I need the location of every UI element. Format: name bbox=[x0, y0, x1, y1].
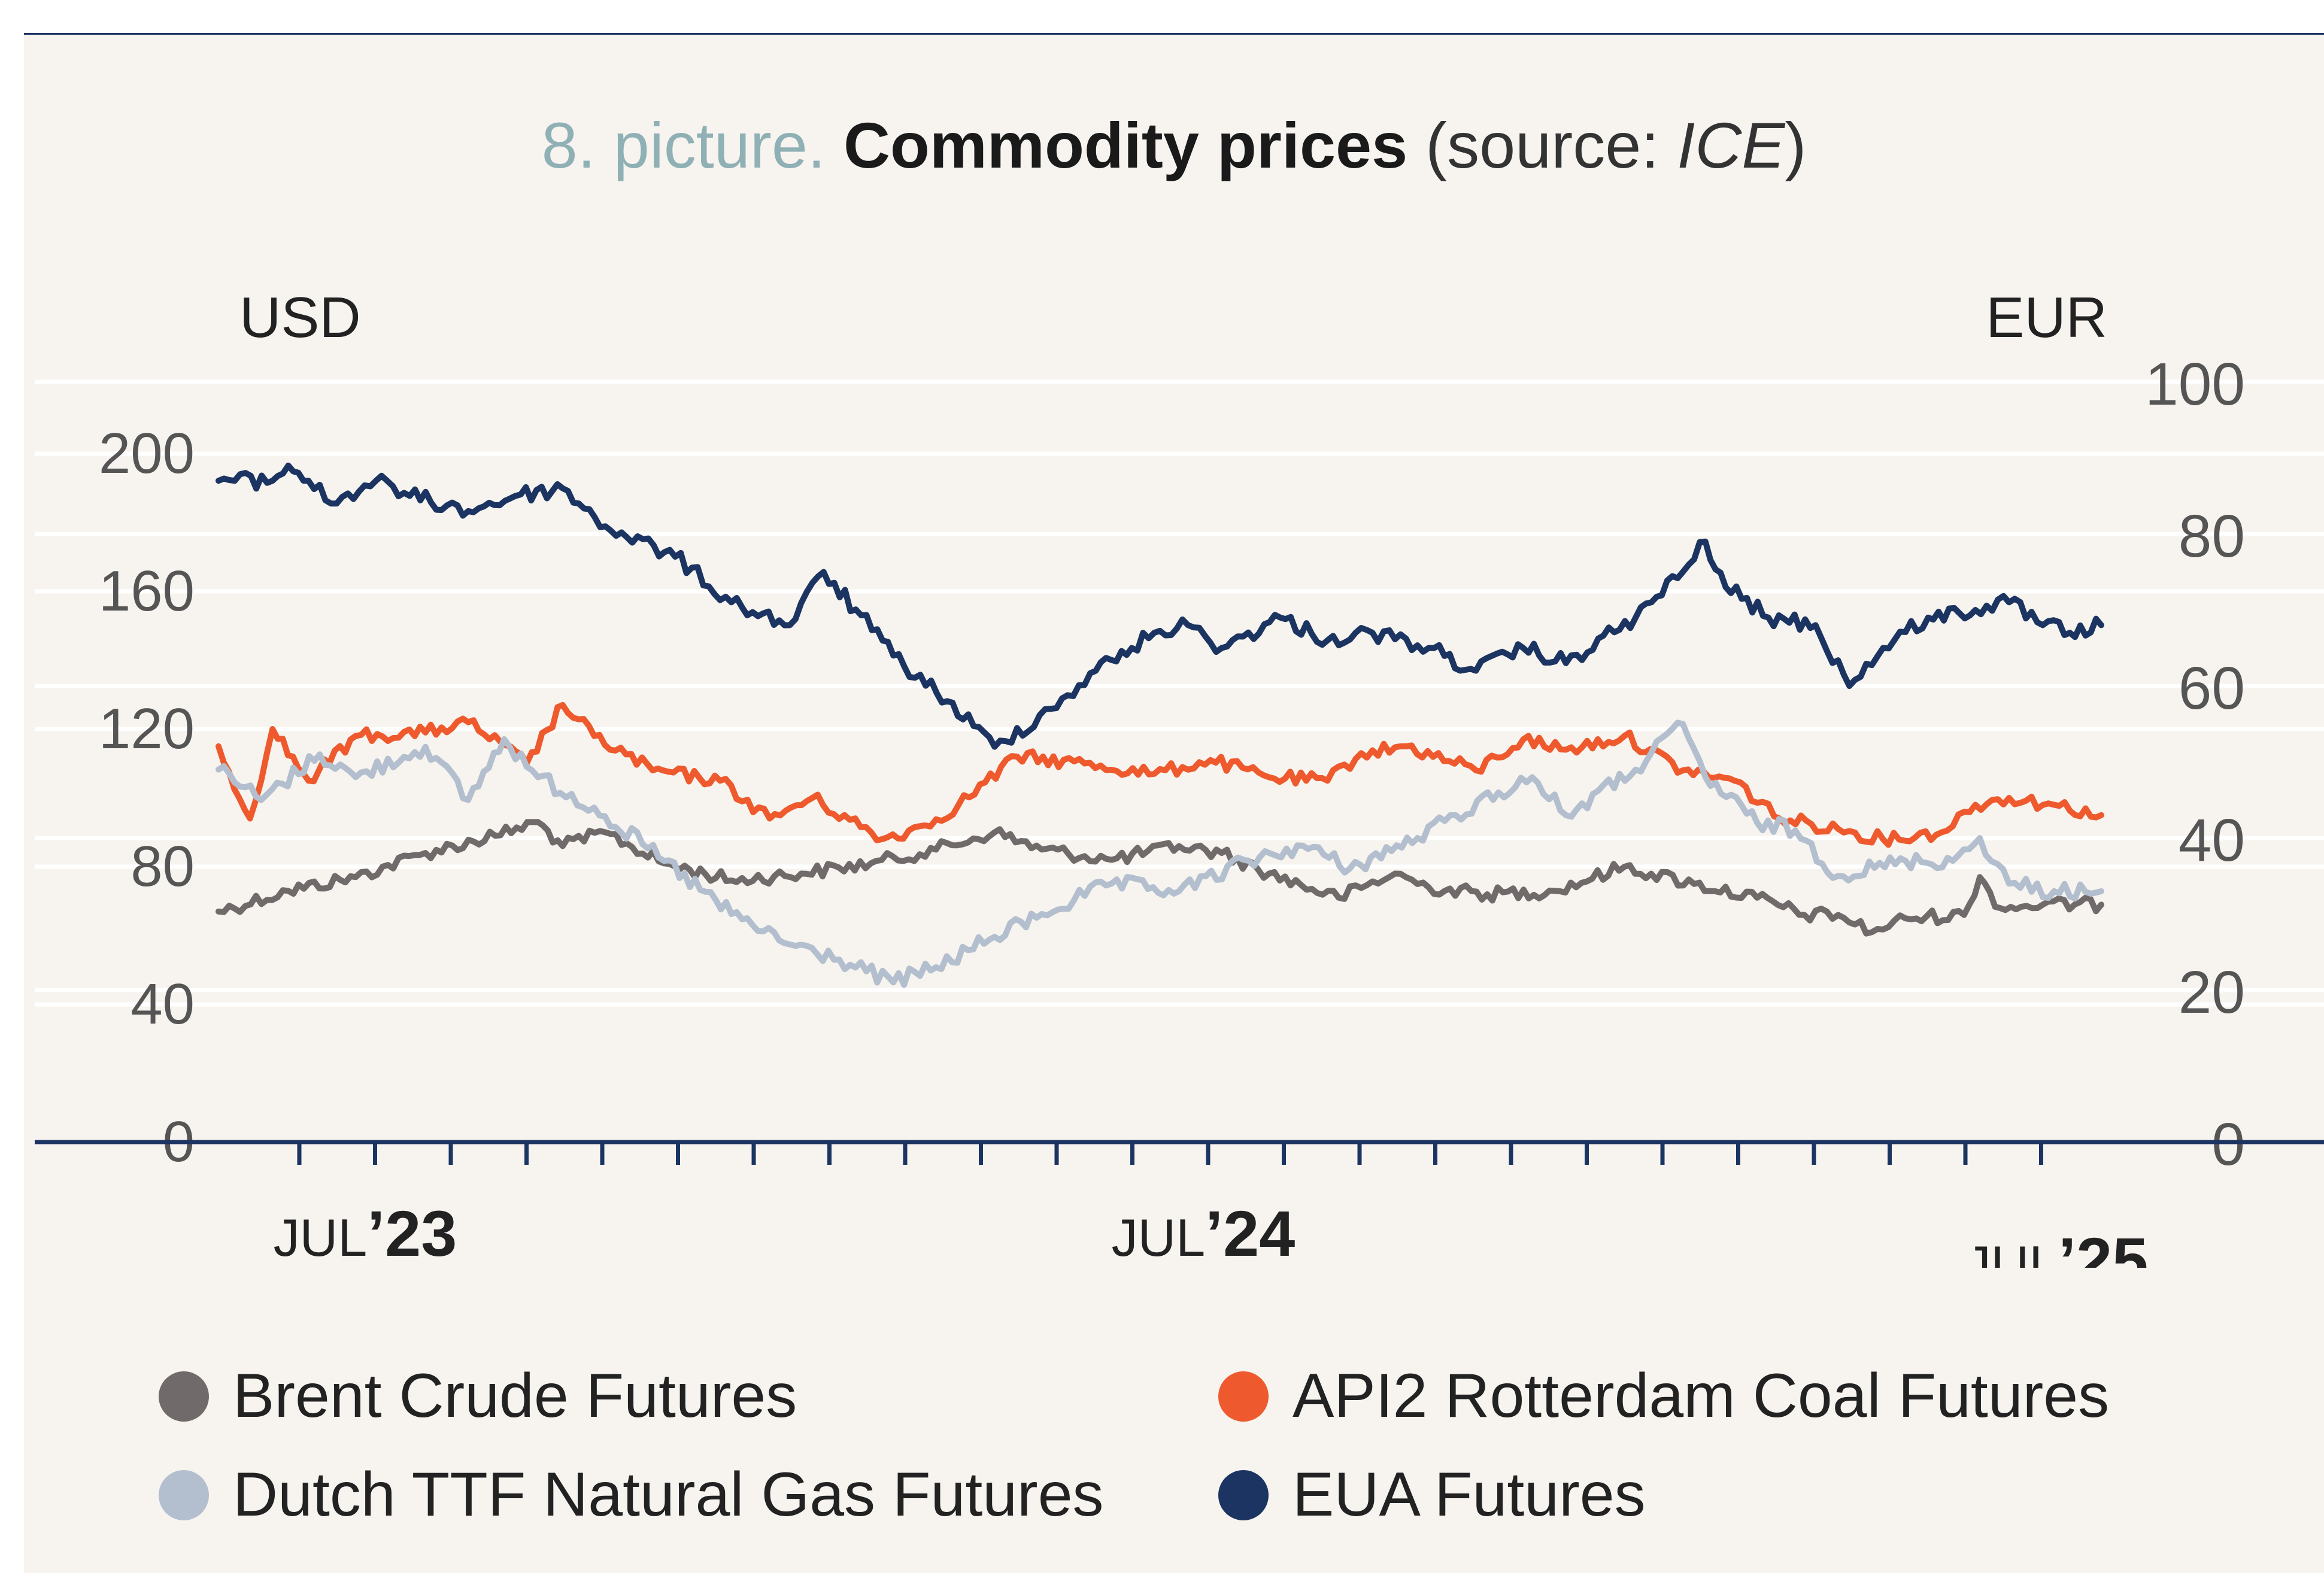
legend-label-brent: Brent Crude Futures bbox=[233, 1361, 797, 1431]
figure-title: Commodity prices bbox=[843, 109, 1408, 181]
series-line-eua-futures bbox=[216, 462, 2104, 750]
legend-swatch-coal bbox=[1218, 1371, 1269, 1422]
left-axis-tick-label: 160 bbox=[99, 559, 195, 623]
left-axis-tick-label: 80 bbox=[131, 834, 195, 898]
legend-item-ttf: Dutch TTF Natural Gas Futures bbox=[159, 1459, 1104, 1531]
legend-swatch-brent bbox=[159, 1371, 209, 1422]
series-line-brent-crude-futures bbox=[216, 819, 2104, 937]
source-note: (source: ICE) bbox=[1425, 109, 1807, 181]
right-axis-unit: EUR bbox=[1986, 286, 2107, 350]
legend-swatch-eua bbox=[1218, 1469, 1269, 1520]
right-axis-tick-label: 0 bbox=[2211, 1111, 2245, 1178]
legend-item-brent: Brent Crude Futures bbox=[159, 1361, 797, 1432]
figure-number: 8. picture. bbox=[541, 109, 826, 181]
left-axis-unit: USD bbox=[239, 286, 361, 350]
right-axis-tick-label: 80 bbox=[2179, 503, 2245, 570]
series-line-dutch-ttf-natural-gas-futures bbox=[216, 719, 2104, 988]
right-axis-tick-label: 40 bbox=[2179, 807, 2245, 874]
chart-figure: 8. picture. Commodity prices (source: IC… bbox=[24, 33, 2324, 1573]
legend-item-eua: EUA Futures bbox=[1218, 1459, 1646, 1531]
legend-label-ttf: Dutch TTF Natural Gas Futures bbox=[233, 1460, 1104, 1529]
left-axis-tick-label: 40 bbox=[131, 972, 195, 1036]
right-axis-tick-label: 100 bbox=[2145, 351, 2245, 418]
legend-label-coal: API2 Rotterdam Coal Futures bbox=[1293, 1361, 2110, 1431]
x-axis-tick-label: JUL’25 bbox=[1965, 1224, 2149, 1268]
left-axis-tick-label: 200 bbox=[99, 421, 195, 485]
source-name: ICE bbox=[1677, 109, 1785, 181]
x-axis-tick-label: JUL’23 bbox=[274, 1197, 457, 1268]
left-axis-tick-label: 120 bbox=[99, 697, 195, 761]
right-axis-tick-label: 60 bbox=[2179, 655, 2245, 722]
chart-title: 8. picture. Commodity prices (source: IC… bbox=[24, 108, 2324, 183]
series-line-api2-rotterdam-coal-futures bbox=[216, 702, 2104, 848]
legend-swatch-ttf bbox=[159, 1469, 209, 1520]
legend-label-eua: EUA Futures bbox=[1293, 1460, 1646, 1529]
right-axis-tick-label: 20 bbox=[2179, 959, 2245, 1026]
legend-item-coal: API2 Rotterdam Coal Futures bbox=[1218, 1361, 2109, 1432]
x-axis-tick-label: JUL’24 bbox=[1112, 1197, 1296, 1268]
